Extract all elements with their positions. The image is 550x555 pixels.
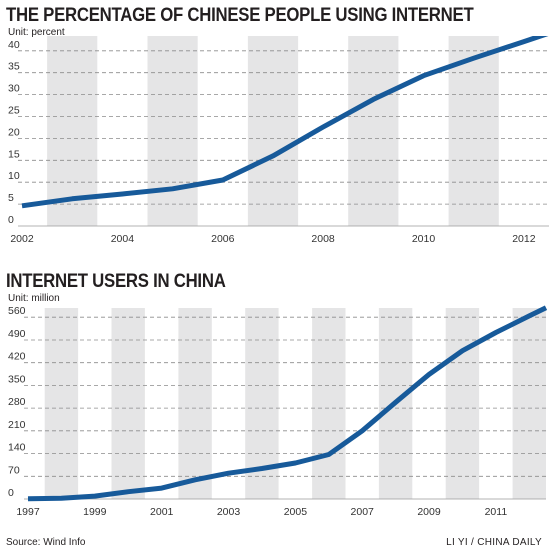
chart2-y-tick-label: 350 <box>8 373 26 385</box>
chart1-x-tick-label: 2004 <box>111 233 135 245</box>
chart1-y-tick-label: 35 <box>8 61 20 73</box>
chart2-x-tick-label: 2007 <box>351 506 375 518</box>
source-note: Source: Wind Info <box>6 537 86 548</box>
chart2-band <box>312 308 346 499</box>
chart1-y-tick-label: 5 <box>8 192 14 204</box>
chart2-band <box>445 308 480 499</box>
chart2-band <box>512 308 546 499</box>
chart1-x-tick-label: 2006 <box>211 233 235 245</box>
chart2-y-tick-label: 560 <box>8 305 26 317</box>
chart1-y-tick-label: 0 <box>8 214 14 226</box>
chart2-x-tick-label: 2003 <box>217 506 241 518</box>
chart2-y-tick-label: 280 <box>8 396 26 408</box>
chart1-band <box>247 36 299 226</box>
chart2-y-tick-label: 140 <box>8 442 26 454</box>
chart1-band <box>348 36 399 226</box>
chart1-y-tick-label: 10 <box>8 170 20 182</box>
chart1-x-tick-label: 2008 <box>311 233 335 245</box>
chart2-y-tick-label: 70 <box>8 464 20 476</box>
chart1-y-tick-label: 15 <box>8 148 20 160</box>
chart2-y-tick-label: 210 <box>8 419 26 431</box>
chart2-x-tick-label: 2001 <box>150 506 174 518</box>
chart1-plot: 0 5 10 15 20 25 30 35 40 2002 2004 2006 2008 2010 2012 <box>8 36 549 245</box>
chart1-unit: Unit: percent <box>8 27 65 38</box>
chart1-y-tick-label: 30 <box>8 83 20 95</box>
chart1-x-tick-label: 2002 <box>10 233 34 245</box>
chart2-unit: Unit: million <box>8 293 60 304</box>
chart2-band <box>178 308 212 499</box>
chart2-series-line <box>27 305 548 502</box>
chart1-band <box>448 36 499 226</box>
chart2-x-tick-label: 2011 <box>485 506 508 518</box>
credit-note: LI YI / CHINA DAILY <box>446 537 542 548</box>
chart2-band <box>44 308 79 499</box>
chart2-plot: 0 70 140 210 280 350 420 490 560 1997 1999 2001 2003… <box>8 305 548 518</box>
chart2-band <box>111 308 145 499</box>
chart2-y-tick-label: 420 <box>8 351 26 363</box>
chart1-x-tick-label: 2010 <box>412 233 436 245</box>
chart1-x-tick-label: 2012 <box>512 233 536 245</box>
chart1-y-tick-label: 40 <box>8 39 20 51</box>
chart2-y-tick-label: 0 <box>8 487 14 499</box>
chart2-x-tick-label: 1999 <box>83 506 107 518</box>
chart1-y-tick-label: 20 <box>8 126 20 138</box>
chart2-x-tick-label: 2005 <box>284 506 308 518</box>
chart1-band <box>147 36 198 226</box>
chart2-x-tick-label: 1997 <box>16 506 40 518</box>
chart2-title: INTERNET USERS IN CHINA <box>6 270 226 292</box>
chart1-series-line <box>21 36 549 209</box>
chart1-y-tick-label: 25 <box>8 105 20 117</box>
chart1-band <box>47 36 98 226</box>
chart2-x-tick-label: 2009 <box>417 506 441 518</box>
chart2-y-tick-label: 490 <box>8 328 26 340</box>
chart1-title: THE PERCENTAGE OF CHINESE PEOPLE USING I… <box>6 4 474 26</box>
